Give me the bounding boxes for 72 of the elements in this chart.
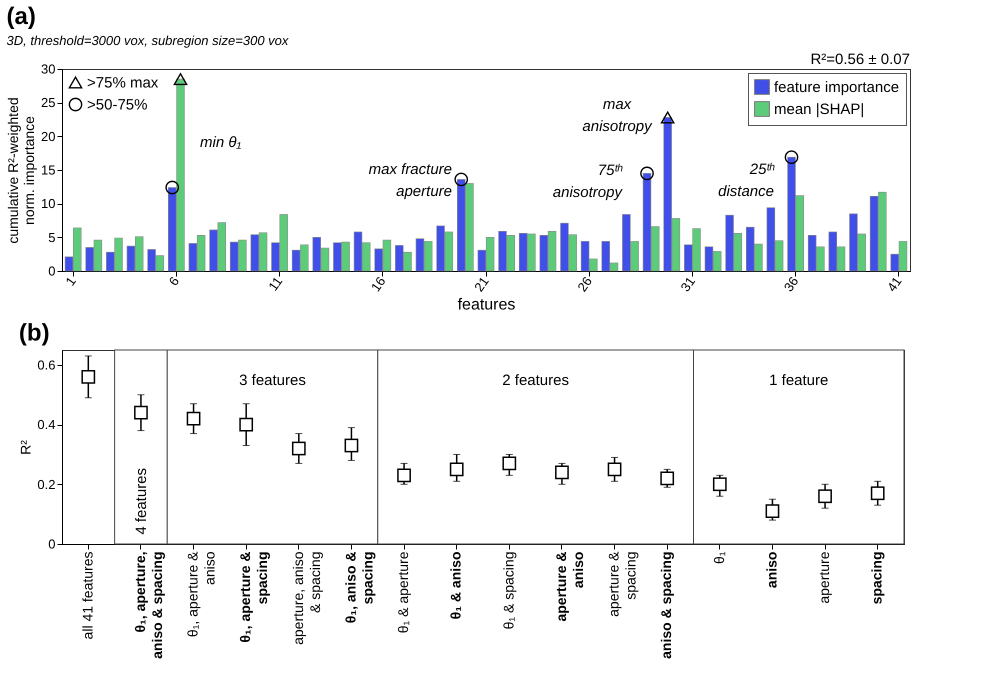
x-tick-label: θ₁, aperture & aniso [184, 550, 218, 638]
x-axis-title: features [458, 296, 516, 314]
y-tick-label: 0.2 [37, 476, 56, 492]
x-tick-label: 11 [265, 274, 286, 294]
band-label: 2 features [502, 372, 569, 389]
chart-title: (b) [18, 320, 50, 346]
x-tick-label: aniso [763, 552, 780, 588]
point [555, 465, 569, 480]
point [502, 456, 516, 470]
annotation: max fracture aperture [368, 161, 452, 200]
x-tick-label: aniso & spacing [658, 552, 674, 659]
point [81, 370, 96, 384]
chart-title: (a) [6, 3, 36, 30]
y-tick-label: 0 [48, 536, 56, 552]
point [239, 418, 254, 432]
x-tick-label: all 41 features [79, 552, 96, 640]
annotation: max anisotropy [582, 96, 654, 135]
point [640, 166, 654, 180]
x-tick-label: 21 [471, 274, 492, 294]
y-tick-label: 0.4 [37, 417, 56, 432]
x-tick-label: 1 [62, 274, 79, 288]
text: R²=0.56 ± 0.07 [810, 51, 910, 68]
point [818, 489, 832, 504]
y-tick-label: 15 [41, 162, 56, 178]
legend-label: >75% max [87, 74, 159, 92]
legend-label: feature importance [774, 79, 900, 96]
band-label: 4 features [132, 468, 150, 535]
point [344, 438, 358, 452]
legend-label: mean |SHAP| [774, 101, 864, 118]
x-tick-label: 6 [166, 274, 182, 288]
point [454, 172, 468, 186]
x-tick-label: aperture [816, 551, 832, 604]
x-tick-label: 26 [574, 274, 595, 294]
y-tick-label: 0 [48, 264, 56, 278]
point [870, 486, 885, 500]
y-tick-label: 5 [48, 230, 56, 245]
y-tick-label: 25 [41, 95, 56, 110]
point [134, 406, 148, 420]
annotation: 75ᵗʰ anisotropy [552, 162, 624, 201]
y-axis-title: cumulative R²-weighted norm. importance [5, 97, 38, 244]
point [165, 180, 180, 194]
x-tick-label: spacing [868, 552, 885, 604]
point [660, 111, 674, 124]
x-tick-label: aperture & aniso [552, 552, 586, 622]
y-axis-title: R² [17, 440, 34, 455]
point [660, 471, 674, 486]
x-tick-label: 16 [368, 274, 389, 294]
legend-label: >50-75% [87, 96, 148, 114]
point [186, 412, 200, 426]
chart-subtitle: 3D, threshold=3000 vox, subregion size=300 vox [6, 33, 289, 48]
point [784, 150, 798, 164]
point [397, 468, 411, 482]
annotation: min θ₁ [200, 134, 242, 151]
x-tick-label: θ₁ [710, 551, 727, 564]
annotation: 25ᵗʰ distance [718, 161, 776, 200]
y-tick-label: 0.6 [37, 357, 56, 372]
point [450, 462, 464, 476]
point [292, 442, 306, 456]
point [766, 504, 780, 518]
x-tick-label: θ₁ & aniso [448, 552, 464, 620]
x-tick-label: 31 [678, 274, 698, 294]
y-tick-label: 30 [41, 62, 56, 76]
x-tick-label: 41 [884, 274, 905, 294]
x-tick-label: 36 [780, 274, 802, 294]
y-tick-label: 10 [41, 196, 56, 212]
x-tick-label: θ₁ & aperture [395, 551, 412, 634]
point [712, 477, 727, 492]
x-tick-label: θ₁ & spacing [500, 552, 516, 630]
band-label: 1 feature [769, 372, 828, 389]
band-label: 3 features [239, 372, 306, 389]
point [608, 462, 622, 476]
y-tick-label: 20 [41, 128, 56, 144]
